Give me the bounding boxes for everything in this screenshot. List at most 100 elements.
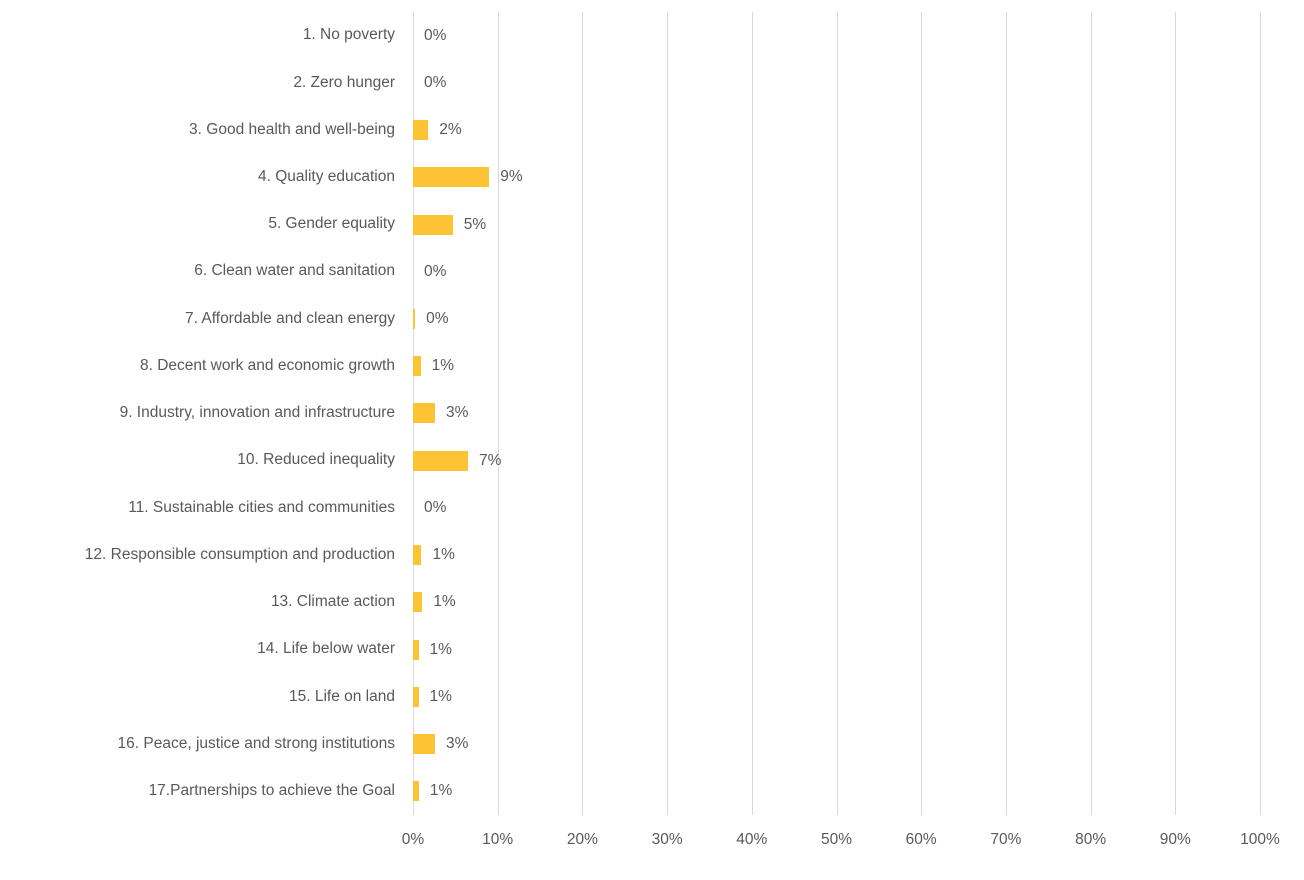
bar — [413, 545, 422, 566]
value-label: 1% — [429, 640, 452, 658]
bar — [413, 167, 490, 188]
gridline-40% — [751, 12, 753, 815]
chart-row: 16. Peace, justice and strong institutio… — [0, 721, 1304, 768]
category-label: 3. Good health and well-being — [189, 120, 395, 138]
bar — [413, 734, 436, 755]
category-label: 4. Quality education — [257, 168, 395, 186]
category-label: 12. Responsible consumption and producti… — [84, 545, 395, 563]
gridline-50% — [836, 12, 838, 815]
gridline-30% — [667, 12, 669, 815]
category-label: 10. Reduced inequality — [237, 451, 395, 469]
category-label: 13. Climate action — [270, 593, 395, 611]
chart-row: 1. No poverty 0% — [0, 12, 1304, 59]
chart-row: 7. Affordable and clean energy 0% — [0, 295, 1304, 342]
x-tick-label: 70% — [990, 831, 1022, 848]
bar — [413, 120, 429, 141]
chart-row: 15. Life on land 1% — [0, 673, 1304, 720]
x-tick-label: 0% — [401, 831, 425, 848]
x-tick-label: 10% — [482, 831, 514, 848]
x-tick-label: 80% — [1075, 831, 1107, 848]
gridline-70% — [1005, 12, 1007, 815]
bar — [413, 592, 423, 613]
value-label: 1% — [433, 593, 456, 611]
value-label: 0% — [424, 498, 447, 516]
value-label: 9% — [500, 168, 523, 186]
bar-track: 2% — [413, 106, 1304, 153]
bar-track: 0% — [413, 484, 1304, 531]
category-label: 17.Partnerships to achieve the Goal — [148, 782, 395, 800]
chart-row: 5. Gender equality 5% — [0, 201, 1304, 248]
value-label: 7% — [479, 451, 502, 469]
bar-track: 0% — [413, 295, 1304, 342]
gridline-20% — [582, 12, 584, 815]
bar-track: 1% — [413, 343, 1304, 390]
category-label: 14. Life below water — [257, 640, 395, 658]
value-label: 5% — [463, 215, 487, 233]
bar — [413, 403, 436, 424]
chart-row: 12. Responsible consumption and producti… — [0, 532, 1304, 579]
bar — [413, 781, 419, 802]
category-label: 1. No poverty — [302, 26, 395, 44]
category-label: 8. Decent work and economic growth — [139, 356, 395, 374]
bar-track: 1% — [413, 626, 1304, 673]
chart-row: 3. Good health and well-being 2% — [0, 106, 1304, 153]
value-label: 1% — [431, 357, 455, 375]
chart-row: 17.Partnerships to achieve the Goal 1% — [0, 768, 1304, 815]
category-label: 9. Industry, innovation and infrastructu… — [119, 404, 395, 422]
bar-track: 1% — [413, 673, 1304, 720]
chart-row: 2. Zero hunger 0% — [0, 59, 1304, 106]
category-label: 2. Zero hunger — [293, 73, 395, 91]
gridline-100% — [1260, 12, 1261, 815]
value-label: 1% — [429, 782, 453, 800]
value-label: 1% — [429, 687, 452, 705]
chart-row: 8. Decent work and economic growth 1% — [0, 343, 1304, 390]
value-label: 0% — [424, 26, 447, 44]
value-label: 0% — [426, 310, 449, 328]
gridline-10% — [497, 12, 499, 815]
bar-track: 5% — [413, 201, 1304, 248]
chart-row: 6. Clean water and sanitation 0% — [0, 248, 1304, 295]
bar-track: 1% — [413, 579, 1304, 626]
chart-row: 13. Climate action 1% — [0, 579, 1304, 626]
x-tick-label: 40% — [736, 831, 768, 848]
bar-track: 3% — [413, 390, 1304, 437]
bar-track: 0% — [413, 248, 1304, 295]
category-label: 11. Sustainable cities and communities — [128, 498, 395, 516]
x-tick-label: 60% — [905, 831, 937, 848]
category-label: 6. Clean water and sanitation — [194, 262, 395, 280]
gridline-90% — [1175, 12, 1177, 815]
bar — [413, 214, 453, 235]
value-label: 3% — [446, 404, 469, 422]
value-label: 1% — [432, 546, 455, 564]
gridline-80% — [1090, 12, 1092, 815]
x-tick-label: 20% — [566, 831, 598, 848]
value-label: 2% — [439, 121, 462, 139]
x-tick-label: 90% — [1159, 831, 1191, 848]
category-label: 5. Gender equality — [268, 215, 395, 233]
bar-track: 0% — [413, 12, 1304, 59]
bar-track: 9% — [413, 154, 1304, 201]
chart-row: 10. Reduced inequality 7% — [0, 437, 1304, 484]
x-tick-label: 30% — [651, 831, 683, 848]
chart-row: 14. Life below water 1% — [0, 626, 1304, 673]
bar-track: 0% — [413, 59, 1304, 106]
bar-track: 1% — [413, 768, 1304, 815]
bar — [413, 309, 416, 330]
bar — [413, 639, 419, 660]
gridline-60% — [921, 12, 923, 815]
chart-row: 11. Sustainable cities and communities 0% — [0, 484, 1304, 531]
value-label: 3% — [446, 735, 469, 753]
bar-track: 3% — [413, 721, 1304, 768]
value-label: 0% — [424, 73, 447, 91]
bar-track: 7% — [413, 437, 1304, 484]
category-label: 7. Affordable and clean energy — [185, 309, 395, 327]
chart-rows: 1. No poverty 0% 2. Zero hunger 0% 3. Good h… — [0, 12, 1304, 815]
category-label: 15. Life on land — [288, 687, 395, 705]
category-label: 16. Peace, justice and strong institutio… — [117, 734, 395, 752]
bar-track: 1% — [413, 532, 1304, 579]
value-label: 0% — [424, 262, 447, 280]
bar — [413, 356, 421, 377]
x-tick-label: 50% — [820, 831, 853, 848]
x-tick-label: 100% — [1240, 831, 1280, 848]
